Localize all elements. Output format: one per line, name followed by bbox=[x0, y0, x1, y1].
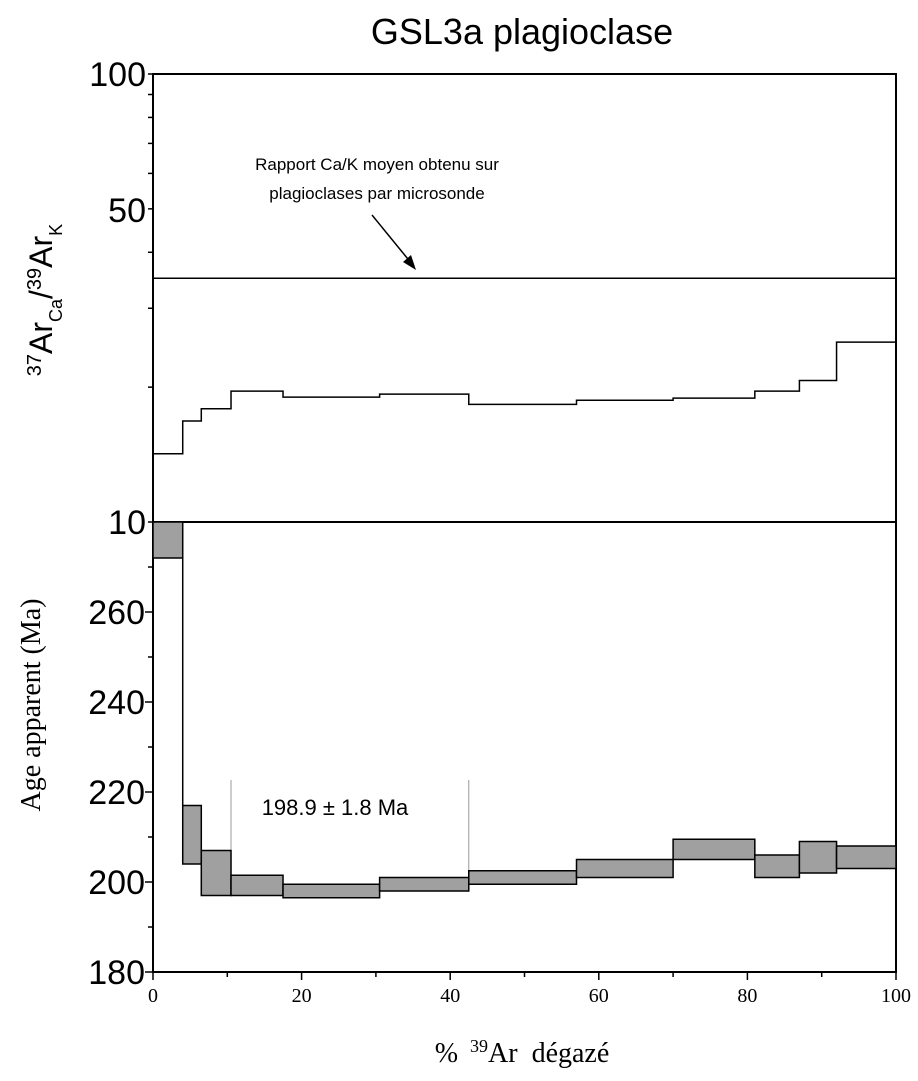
age-panel: 180 200 220 240 260 0 20 40 60 80 100 Age apparen… bbox=[16, 521, 911, 1069]
age-step-6 bbox=[378, 876, 470, 892]
ratio-panel-frame bbox=[152, 73, 897, 523]
age-panel-frame bbox=[152, 521, 897, 973]
annotation-line-2: plagioclases par microsonde bbox=[269, 184, 484, 203]
age-step-boxes bbox=[152, 521, 897, 899]
x-axis-label: % 39Ar dégazé bbox=[435, 1036, 610, 1069]
age-tick-label-220: 220 bbox=[88, 774, 145, 812]
x-axis-tick-labels: 0 20 40 60 80 100 bbox=[148, 985, 911, 1007]
ratio-label-sub2: K bbox=[46, 224, 66, 236]
ratio-label-iso1: 37 bbox=[24, 354, 46, 376]
ratio-panel: 100 50 10 37ArCa/39ArK Rapport Ca/K moye… bbox=[23, 56, 897, 542]
age-step-8 bbox=[575, 858, 674, 879]
age-step-2 bbox=[181, 804, 203, 865]
age-axis-ticks bbox=[145, 566, 897, 980]
ratio-step-line bbox=[152, 341, 896, 522]
ratio-tick-label-50: 50 bbox=[108, 192, 146, 230]
annotation-line-1: Rapport Ca/K moyen obtenu sur bbox=[255, 155, 499, 174]
age-step-9 bbox=[672, 838, 756, 861]
age-axis-tick-labels: 180 200 220 240 260 bbox=[88, 594, 145, 992]
x-tick-label-0: 0 bbox=[148, 985, 158, 1007]
age-axis-label: Age apparent (Ma) bbox=[16, 598, 47, 811]
age-step-3 bbox=[200, 849, 232, 897]
x-label-isotope: 39 bbox=[470, 1036, 488, 1056]
annotation-arrow-head bbox=[403, 255, 416, 270]
age-step-10 bbox=[754, 854, 801, 879]
x-label-ar: Ar bbox=[488, 1038, 518, 1069]
age-step-4 bbox=[230, 874, 284, 897]
age-tick-label-200: 200 bbox=[88, 864, 145, 902]
ratio-label-ar2: Ar bbox=[23, 235, 59, 267]
ratio-label-slash: / bbox=[23, 290, 59, 299]
annotation-arrow-shaft bbox=[371, 214, 413, 265]
age-tick-label-180: 180 bbox=[88, 954, 145, 992]
age-step-12 bbox=[835, 845, 897, 870]
x-label-percent: % bbox=[435, 1038, 458, 1069]
chart-title: GSL3a plagioclase bbox=[371, 11, 673, 52]
plateau-age-label: 198.9 ± 1.8 Ma bbox=[262, 795, 409, 820]
svg-text:37ArCa/39ArK: 37ArCa/39ArK bbox=[23, 224, 66, 376]
ratio-axis-label: 37ArCa/39ArK bbox=[23, 224, 66, 376]
ratio-tick-label-10: 10 bbox=[108, 504, 146, 542]
x-tick-label-40: 40 bbox=[440, 985, 460, 1007]
age-tick-label-240: 240 bbox=[88, 684, 145, 722]
x-tick-label-80: 80 bbox=[737, 985, 757, 1007]
ratio-tick-label-100: 100 bbox=[89, 56, 146, 94]
x-tick-label-60: 60 bbox=[589, 985, 609, 1007]
ratio-label-sub1: Ca bbox=[46, 298, 66, 322]
age-step-7 bbox=[468, 870, 578, 885]
x-tick-label-100: 100 bbox=[881, 985, 911, 1007]
x-tick-label-20: 20 bbox=[292, 985, 312, 1007]
x-label-degaze: dégazé bbox=[532, 1038, 610, 1069]
age-step-1 bbox=[152, 521, 184, 559]
ratio-label-iso2: 39 bbox=[24, 268, 46, 290]
age-step-11 bbox=[798, 840, 838, 874]
ratio-label-ar1: Ar bbox=[23, 322, 59, 354]
age-step-5 bbox=[282, 883, 381, 899]
ratio-minor-ticks bbox=[148, 73, 153, 523]
age-tick-label-260: 260 bbox=[88, 594, 145, 632]
